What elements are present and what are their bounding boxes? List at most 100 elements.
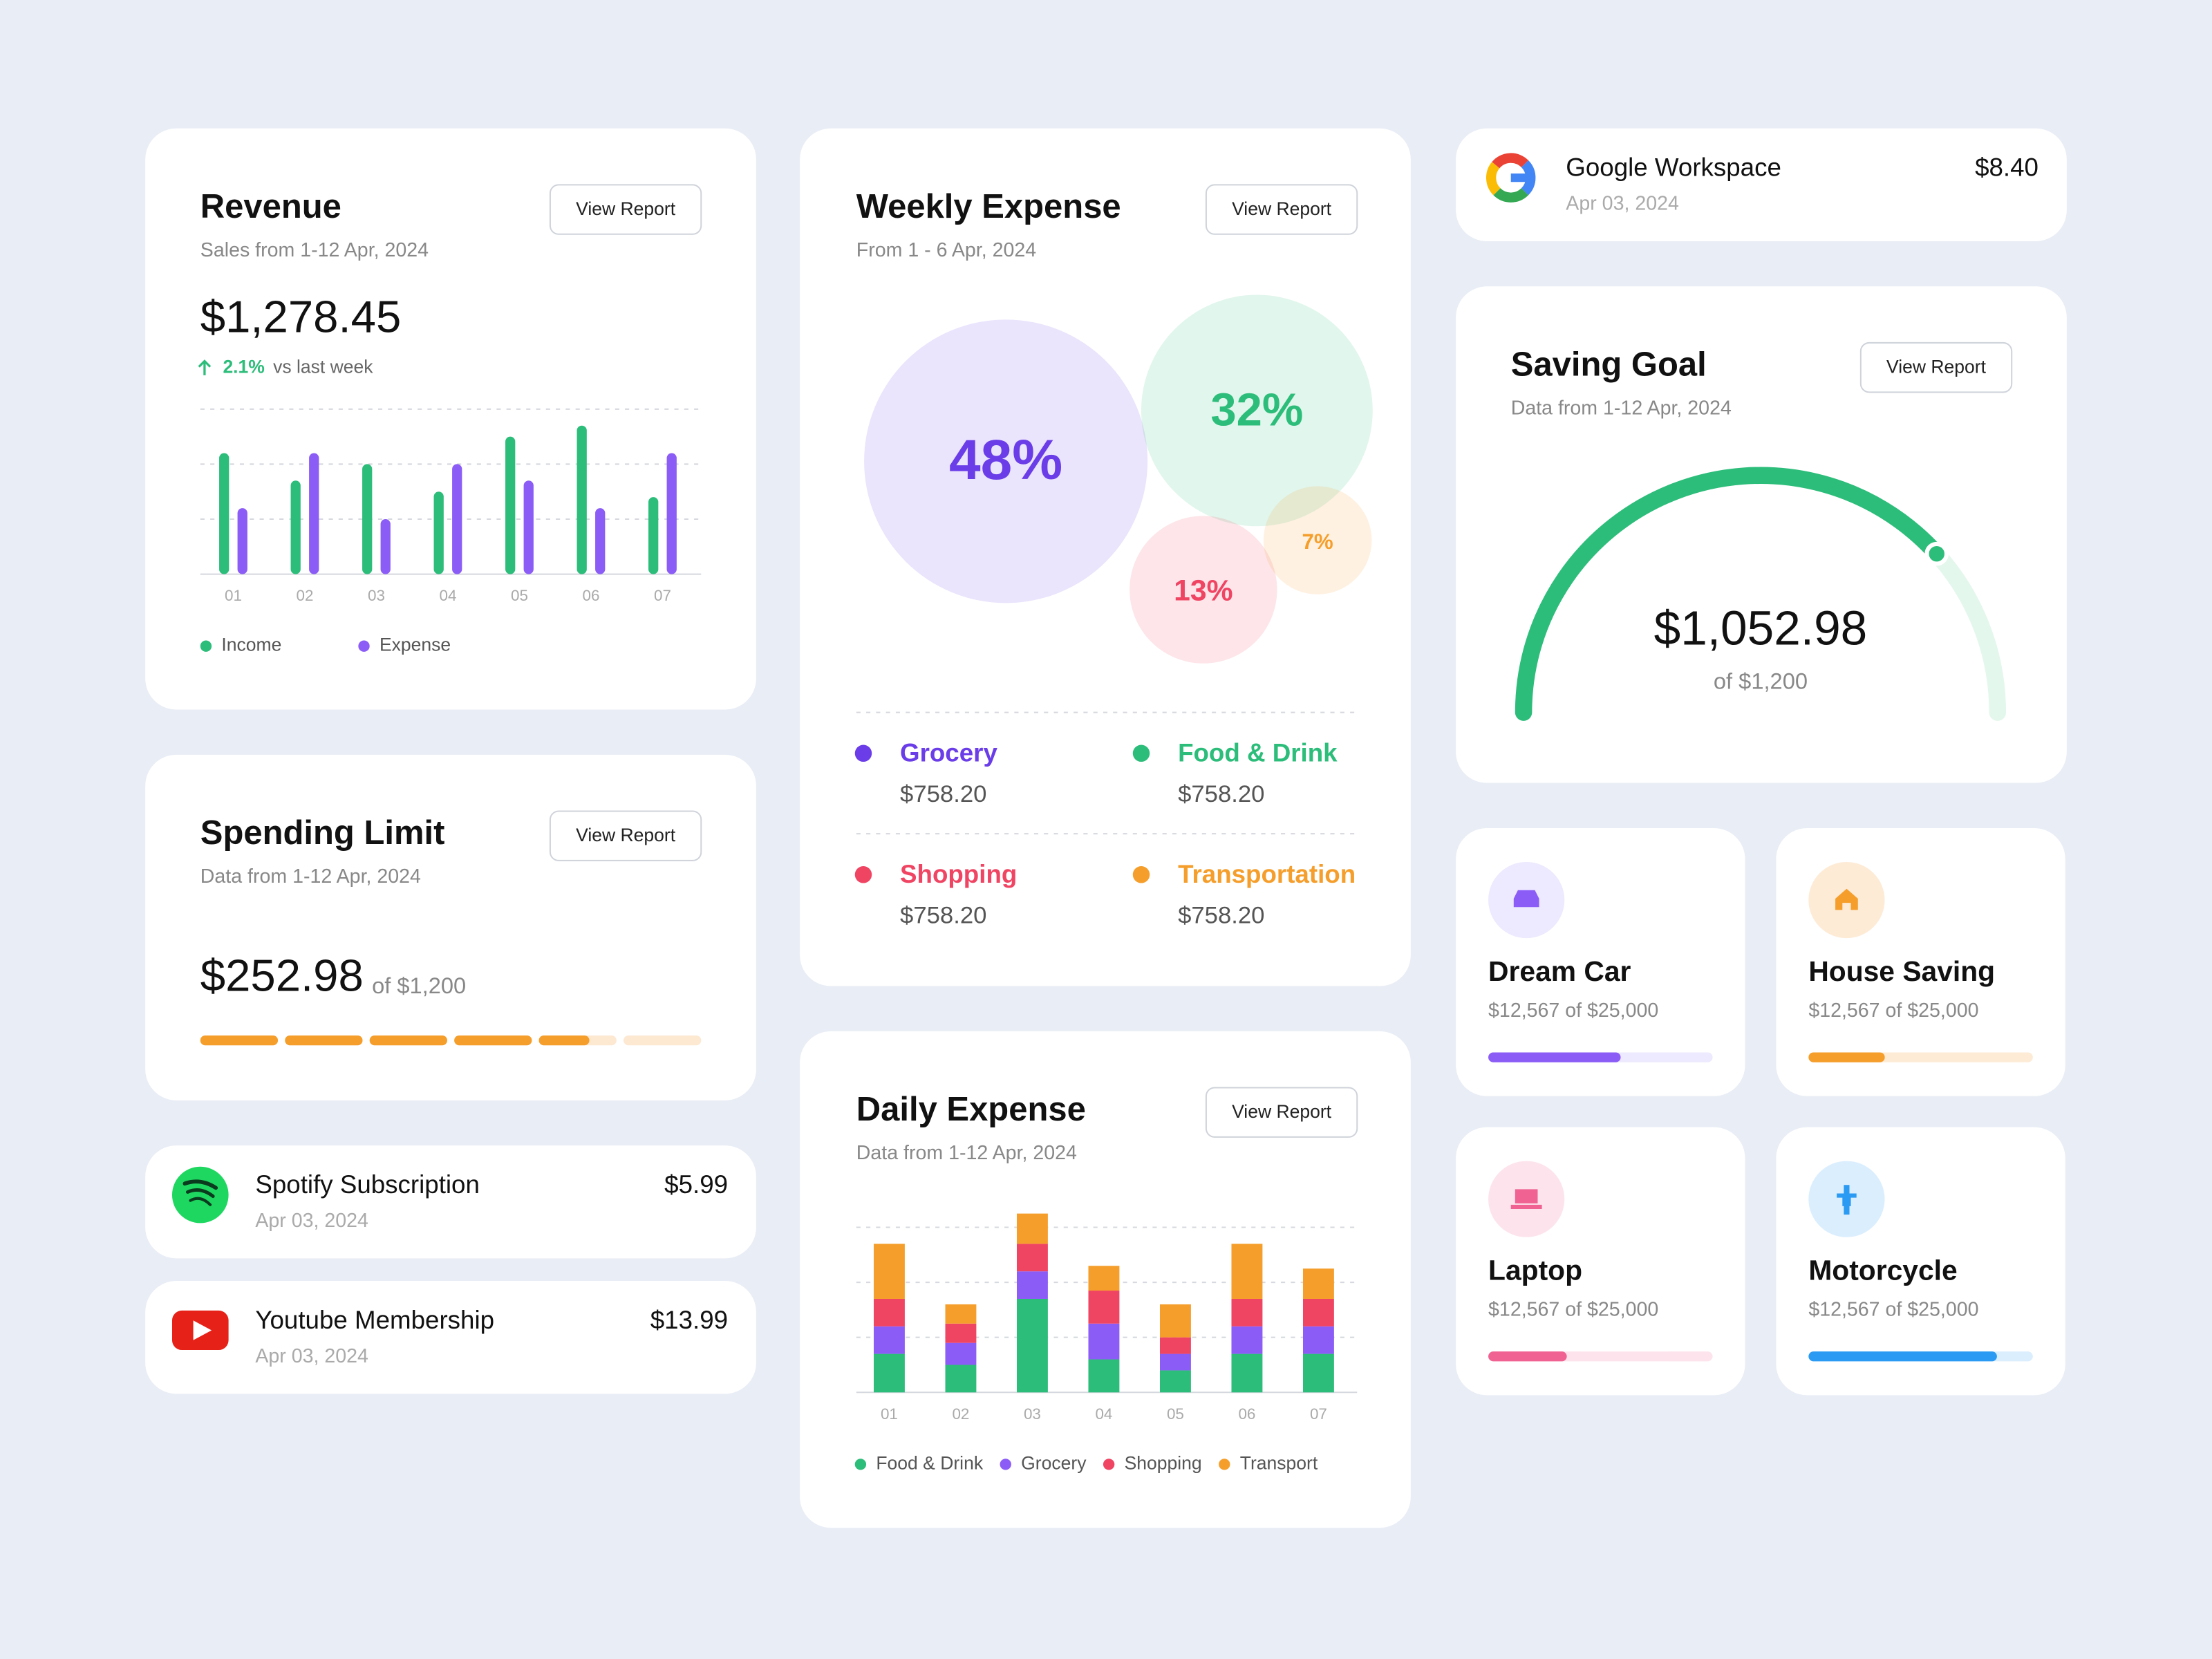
card — [145, 1281, 756, 1394]
bar-segment — [945, 1304, 977, 1324]
bar-segment — [1302, 1353, 1334, 1393]
goal-icon — [1513, 890, 1539, 908]
bar-segment — [1088, 1291, 1120, 1324]
legend-label: Grocery — [900, 739, 997, 767]
goal-fill — [1808, 1052, 1885, 1062]
goal-icon — [1510, 1189, 1542, 1209]
view-report-button[interactable] — [549, 810, 702, 861]
legend-label: Shopping — [1125, 1452, 1202, 1473]
legend-dot — [854, 866, 872, 883]
spotify-wave — [182, 1179, 218, 1190]
bar — [309, 453, 319, 574]
x-tick-label: 06 — [582, 587, 599, 604]
bar-segment — [873, 1244, 905, 1299]
goal-icon — [1837, 1185, 1857, 1215]
legend-dot — [358, 640, 370, 652]
view-report-button[interactable] — [1205, 1087, 1358, 1138]
legend-amount: $758.20 — [900, 781, 986, 807]
spotify-wave — [185, 1188, 215, 1199]
card-title: Daily Expense — [856, 1091, 1086, 1128]
bar — [577, 425, 587, 574]
legend-dot — [854, 1459, 867, 1470]
amount: $1,052.98 — [1654, 601, 1868, 655]
card-title: Spending Limit — [200, 814, 445, 852]
view-report-button[interactable] — [1205, 184, 1358, 235]
legend-label: Food & Drink — [876, 1452, 983, 1473]
google-arc — [1492, 153, 1528, 169]
view-report-button[interactable] — [549, 184, 702, 235]
bar-segment — [1302, 1268, 1334, 1299]
bar-segment — [1016, 1298, 1048, 1393]
bar-segment — [1159, 1353, 1191, 1371]
card-subtitle: Data from 1-12 Apr, 2024 — [1511, 397, 1732, 419]
view-report-label: View Report — [1886, 357, 1987, 377]
subscription-name: Google Workspace — [1566, 153, 1781, 182]
bubble — [1263, 486, 1372, 594]
card — [1456, 286, 2067, 783]
legend-label: Income — [221, 635, 281, 655]
bar-segment — [1016, 1271, 1048, 1299]
card-subtitle: From 1 - 6 Apr, 2024 — [856, 239, 1036, 261]
x-tick-label: 04 — [1095, 1405, 1112, 1423]
bar — [666, 453, 677, 574]
x-tick-label: 05 — [511, 587, 528, 604]
spotify-wave — [189, 1197, 212, 1206]
bar-segment — [1016, 1244, 1048, 1272]
amount-of: of $1,200 — [1714, 668, 1808, 693]
amount: $1,278.45 — [200, 292, 401, 342]
bar — [237, 508, 247, 574]
change-note: vs last week — [273, 357, 373, 377]
card-subtitle: Sales from 1-12 Apr, 2024 — [200, 239, 429, 261]
subscription-date: Apr 03, 2024 — [255, 1345, 368, 1367]
card-title: Weekly Expense — [856, 188, 1121, 225]
legend-dot — [1000, 1459, 1011, 1470]
x-tick-label: 01 — [881, 1405, 898, 1423]
legend-label: Food & Drink — [1178, 739, 1338, 767]
bar — [595, 508, 606, 574]
legend-dot — [1132, 866, 1150, 883]
bubble-label: 48% — [949, 429, 1062, 491]
legend-label: Expense — [379, 635, 451, 655]
bar-segment — [1159, 1337, 1191, 1354]
bar-segment — [1088, 1323, 1120, 1360]
view-report-button[interactable] — [1859, 341, 2013, 393]
google-arc — [1493, 187, 1528, 203]
bar-segment — [1159, 1304, 1191, 1338]
bar-segment — [1159, 1370, 1191, 1393]
legend-label: Transportation — [1178, 860, 1356, 888]
subscription-date: Apr 03, 2024 — [1566, 192, 1679, 214]
view-report-label: View Report — [576, 198, 676, 219]
x-tick-label: 02 — [952, 1405, 969, 1423]
up-arrow — [198, 359, 212, 375]
limit-fill — [200, 1035, 279, 1046]
goal-icon — [1835, 888, 1858, 910]
goal-progress: $12,567 of $25,000 — [1488, 1298, 1658, 1320]
card — [145, 1145, 756, 1259]
goal-progress: $12,567 of $25,000 — [1808, 1298, 1978, 1320]
x-tick-label: 01 — [225, 587, 242, 604]
legend-dot — [1132, 744, 1150, 762]
limit-fill — [454, 1035, 532, 1046]
subscription-price: $8.40 — [1975, 153, 2038, 182]
youtube-play — [193, 1320, 212, 1340]
card-subtitle: Data from 1-12 Apr, 2024 — [200, 865, 421, 888]
x-tick-label: 02 — [296, 587, 313, 604]
amount-of: of $1,200 — [372, 973, 466, 998]
bar-segment — [945, 1365, 977, 1393]
change: 2.1% — [223, 357, 264, 377]
bar-segment — [945, 1342, 977, 1365]
bar-segment — [1088, 1359, 1120, 1393]
bar — [362, 464, 373, 574]
subscription-name: Spotify Subscription — [255, 1170, 480, 1199]
bubble-label: 13% — [1174, 574, 1232, 607]
goal-progress: $12,567 of $25,000 — [1808, 1000, 1978, 1022]
legend-dot — [1219, 1459, 1230, 1470]
limit-fill — [538, 1035, 590, 1046]
subscription-name: Youtube Membership — [255, 1306, 494, 1334]
bar-segment — [1088, 1266, 1120, 1291]
bar — [523, 480, 534, 574]
legend-dot — [1103, 1459, 1115, 1470]
card-subtitle: Data from 1-12 Apr, 2024 — [856, 1142, 1077, 1164]
goal-name: House Saving — [1808, 955, 1995, 987]
